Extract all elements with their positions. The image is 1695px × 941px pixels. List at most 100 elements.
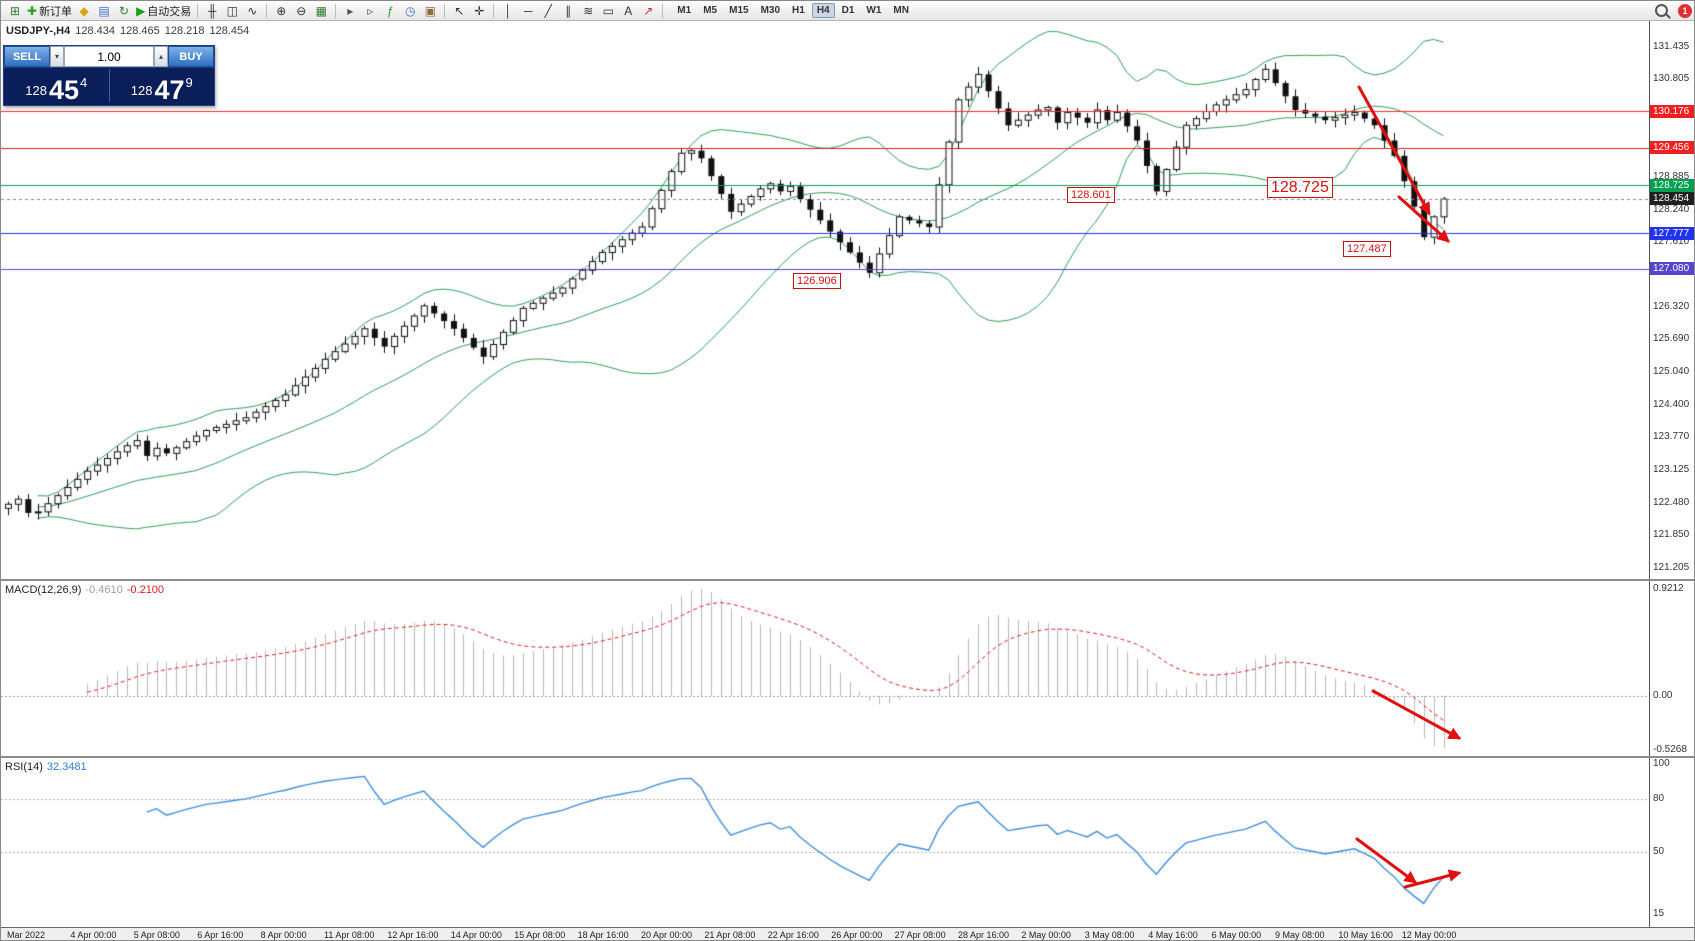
chart-shift-icon[interactable]: ▹ — [360, 3, 380, 19]
new-chart-icon: ⊞ — [9, 3, 21, 18]
toolbar: ⊞ ✚ 新订单 ◆ ▤ ↻ ▶ 自动交易 ╫ ◫ ∿ ⊕ ⊖ ▦ ▸ ▹ ƒ ◷ ▣ ↖ ✛ │ ─ ╱ ∥ ≋ ▭ A ↗ M1 M5 M… — [1, 1, 1694, 21]
rsi-axis-label: 50 — [1653, 846, 1665, 858]
trendline-icon[interactable]: ╱ — [538, 3, 558, 19]
volume-input[interactable] — [64, 46, 154, 67]
chart-title: USDJPY-,H4 128.434 128.465 128.218 128.454 — [6, 25, 254, 37]
horizontal-line-icon: ─ — [524, 3, 533, 18]
trade-controls-row: SELL ▾ ▴ BUY — [4, 46, 214, 68]
templates-icon[interactable]: ▣ — [420, 3, 440, 19]
arrows-tool-icon[interactable]: ↗ — [638, 3, 658, 19]
sell-button[interactable]: SELL — [4, 46, 50, 67]
templates-icon: ▣ — [424, 3, 436, 18]
candlestick-chart-icon[interactable]: ◫ — [222, 3, 242, 19]
one-click-trading-panel: SELL ▾ ▴ BUY 128 45 4 128 47 9 — [3, 45, 215, 106]
timeframe-w1[interactable]: W1 — [866, 5, 882, 16]
ohlc-open: 128.434 — [75, 25, 115, 37]
trendline-icon: ╱ — [544, 3, 552, 18]
time-label: 18 Apr 16:00 — [577, 930, 629, 940]
auto-scroll-icon[interactable]: ▸ — [340, 3, 360, 19]
timeframe-m1[interactable]: M1 — [677, 5, 692, 16]
toolbar-separator — [493, 3, 495, 18]
ohlc-close: 128.454 — [209, 25, 250, 37]
text-icon: A — [624, 3, 633, 18]
shapes-icon[interactable]: ▭ — [598, 3, 618, 19]
panel-separator[interactable] — [1, 579, 1694, 581]
bar-chart-icon[interactable]: ╫ — [202, 3, 222, 19]
indicators-icon[interactable]: ƒ — [380, 3, 400, 19]
search-icon[interactable] — [1655, 4, 1668, 17]
macd-label: MACD(12,26,9) -0.4610 -0.2100 — [5, 584, 168, 596]
timeframe-m15[interactable]: M15 — [729, 5, 749, 16]
tile-windows-icon[interactable]: ▦ — [311, 3, 331, 19]
ask-pips: 47 — [154, 75, 185, 106]
price-annotation-128-601[interactable]: 128.601 — [1067, 187, 1115, 203]
market-watch-icon[interactable]: ◆ — [74, 3, 94, 19]
timeframe-d1[interactable]: D1 — [841, 5, 855, 16]
timeframe-m5[interactable]: M5 — [703, 5, 718, 16]
crosshair-icon[interactable]: ✛ — [469, 3, 489, 19]
price-annotation-126-906[interactable]: 126.906 — [793, 273, 841, 289]
main-chart-panel: USDJPY-,H4 128.434 128.465 128.218 128.454 S… — [1, 21, 1649, 579]
rsi-value: 32.3481 — [46, 761, 87, 773]
time-label: 15 Apr 08:00 — [514, 930, 566, 940]
time-axis[interactable]: Mar 2022 4 Apr 00:00 5 Apr 08:00 6 Apr 16:0… — [1, 927, 1694, 940]
price-tag-129-456[interactable]: 129.456 — [1650, 141, 1694, 155]
price-tag-128-725[interactable]: 128.725 — [1650, 178, 1694, 192]
vertical-line-icon[interactable]: │ — [498, 3, 518, 19]
navigator-icon: ↻ — [119, 3, 130, 18]
toolbar-separator — [662, 3, 664, 18]
rsi-canvas[interactable] — [1, 758, 1649, 927]
timeframe-mn[interactable]: MN — [893, 5, 909, 16]
toolbar-separator — [444, 3, 446, 18]
zoom-in-icon[interactable]: ⊕ — [271, 3, 291, 19]
timeframe-h1[interactable]: H1 — [792, 5, 805, 16]
new-order-button[interactable]: ✚ 新订单 — [25, 3, 74, 19]
time-label: 26 Apr 00:00 — [831, 930, 883, 940]
toolbar-items: ⊞ ✚ 新订单 ◆ ▤ ↻ ▶ 自动交易 ╫ ◫ ∿ ⊕ ⊖ ▦ ▸ ▹ ƒ ◷ ▣ ↖ ✛ │ ─ ╱ ∥ ≋ ▭ A ↗ — [5, 3, 667, 19]
macd-signal-value: -0.2100 — [126, 584, 165, 596]
price-tag-130-176[interactable]: 130.176 — [1650, 104, 1694, 118]
volume-decrease-button[interactable]: ▾ — [50, 46, 64, 67]
candlestick-chart-icon: ◫ — [226, 3, 238, 18]
time-label: 6 Apr 16:00 — [197, 930, 244, 940]
buy-button[interactable]: BUY — [168, 46, 214, 67]
price-tag-127-777[interactable]: 127.777 — [1650, 226, 1694, 240]
cursor-icon[interactable]: ↖ — [449, 3, 469, 19]
zoom-out-icon[interactable]: ⊖ — [291, 3, 311, 19]
volume-increase-button[interactable]: ▴ — [154, 46, 168, 67]
channel-icon[interactable]: ∥ — [558, 3, 578, 19]
fibonacci-icon[interactable]: ≋ — [578, 3, 598, 19]
crosshair-icon: ✛ — [474, 3, 485, 18]
price-tick: 121.850 — [1653, 528, 1690, 540]
timeframe-m30[interactable]: M30 — [760, 5, 781, 16]
macd-value: -0.4610 — [85, 584, 123, 596]
panel-separator[interactable] — [1, 756, 1694, 758]
price-tick: 125.040 — [1653, 366, 1690, 378]
price-tag-127-080[interactable]: 127.080 — [1650, 262, 1694, 276]
rsi-name: RSI(14) — [5, 761, 43, 773]
price-axis[interactable]: 131.435 130.805 128.885 128.240 127.610 126.3… — [1649, 21, 1694, 927]
line-chart-icon[interactable]: ∿ — [242, 3, 262, 19]
data-window-icon[interactable]: ▤ — [94, 3, 114, 19]
price-tick: 121.205 — [1653, 561, 1690, 573]
price-tick: 123.125 — [1653, 463, 1690, 475]
main-chart-canvas[interactable] — [1, 21, 1649, 579]
bar-chart-icon: ╫ — [208, 3, 217, 18]
macd-canvas[interactable] — [1, 581, 1649, 756]
periods-icon[interactable]: ◷ — [400, 3, 420, 19]
channel-icon: ∥ — [565, 3, 572, 18]
time-label: 21 Apr 08:00 — [704, 930, 756, 940]
price-tag-128-454[interactable]: 128.454 — [1650, 192, 1694, 206]
navigator-icon[interactable]: ↻ — [114, 3, 134, 19]
timeframe-h4[interactable]: H4 — [811, 3, 835, 18]
autotrading-button[interactable]: ▶ 自动交易 — [134, 3, 193, 19]
price-annotation-128-725[interactable]: 128.725 — [1267, 177, 1333, 198]
horizontal-line-icon[interactable]: ─ — [518, 3, 538, 19]
time-label: 12 Apr 16:00 — [387, 930, 439, 940]
zoom-out-icon: ⊖ — [296, 3, 307, 18]
new-chart-icon[interactable]: ⊞ — [5, 3, 25, 19]
price-annotation-127-487[interactable]: 127.487 — [1343, 241, 1391, 257]
notification-badge[interactable]: 1 — [1678, 3, 1692, 18]
price-tick: 128.885 — [1653, 170, 1690, 182]
text-icon[interactable]: A — [618, 3, 638, 19]
